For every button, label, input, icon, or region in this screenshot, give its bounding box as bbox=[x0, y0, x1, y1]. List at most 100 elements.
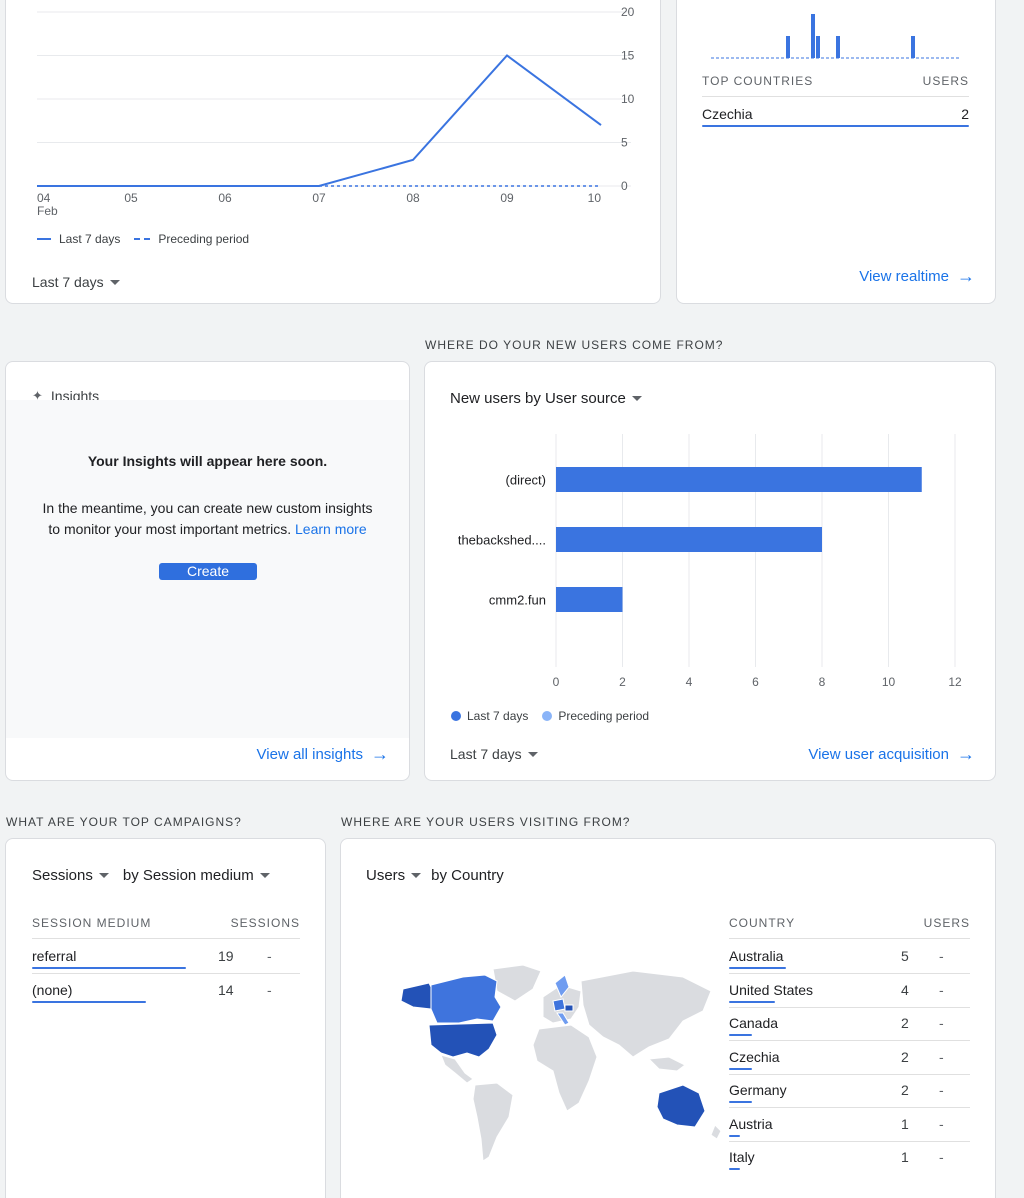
change-cell: - bbox=[939, 1115, 944, 1132]
map-alaska[interactable] bbox=[400, 982, 436, 1010]
users-metric-label: Users bbox=[366, 867, 406, 884]
legend-preceding-label: Preceding period bbox=[158, 232, 250, 246]
view-realtime-label: View realtime bbox=[859, 267, 949, 285]
map-united-states[interactable] bbox=[428, 1022, 498, 1058]
insights-empty-panel: Your Insights will appear here soon. In … bbox=[6, 400, 409, 738]
view-all-insights-link[interactable]: View all insights → bbox=[257, 745, 389, 763]
map-africa[interactable] bbox=[532, 1024, 598, 1112]
header-divider bbox=[702, 96, 969, 97]
header-divider bbox=[32, 938, 300, 939]
x-tick-label: 07 bbox=[312, 191, 326, 205]
map-germany[interactable] bbox=[552, 998, 566, 1012]
country-cell: Italy bbox=[729, 1149, 755, 1165]
legend-current-dot bbox=[451, 711, 461, 721]
period-dropdown-label: Last 7 days bbox=[32, 274, 104, 290]
row-divider bbox=[32, 973, 300, 974]
view-user-acquisition-link[interactable]: View user acquisition → bbox=[808, 745, 975, 763]
user-source-dropdown[interactable]: New users by User source bbox=[450, 390, 642, 407]
table-row[interactable]: Italy 1 - bbox=[729, 1149, 970, 1179]
insights-body-line2-text: to monitor your most important metrics. bbox=[48, 521, 292, 537]
map-new-zealand[interactable] bbox=[710, 1124, 722, 1140]
table-row[interactable]: Austria 1 - bbox=[729, 1116, 970, 1146]
bar-thebackshed[interactable] bbox=[556, 527, 822, 552]
map-czechia[interactable] bbox=[564, 1004, 574, 1012]
users-metric-dropdown[interactable]: Users bbox=[366, 867, 422, 884]
map-greenland[interactable] bbox=[492, 964, 542, 1002]
share-bar bbox=[32, 967, 186, 969]
y-tick-label: 15 bbox=[621, 49, 635, 63]
row-divider bbox=[729, 1040, 970, 1041]
x-tick-label: 4 bbox=[686, 675, 693, 689]
realtime-bar[interactable] bbox=[836, 36, 840, 58]
map-italy[interactable] bbox=[556, 1012, 570, 1026]
realtime-bar[interactable] bbox=[811, 14, 815, 58]
share-bar bbox=[729, 1067, 752, 1070]
country-cell: Germany bbox=[729, 1082, 787, 1098]
x-tick-label: 12 bbox=[948, 675, 962, 689]
map-asia[interactable] bbox=[580, 970, 712, 1058]
bar-cmm2fun[interactable] bbox=[556, 587, 623, 612]
map-south-america[interactable] bbox=[472, 1082, 514, 1162]
table-row[interactable]: (none) 14 - bbox=[32, 982, 300, 1012]
map-southeast-asia[interactable] bbox=[647, 1056, 686, 1072]
table-row[interactable]: United States 4 - bbox=[729, 982, 970, 1012]
create-insight-button[interactable]: Create bbox=[159, 563, 257, 580]
legend-preceding-label: Preceding period bbox=[558, 709, 650, 723]
col-users: USERS bbox=[922, 74, 969, 88]
insights-body-line2: to monitor your most important metrics. … bbox=[6, 519, 409, 540]
realtime-bar[interactable] bbox=[786, 36, 790, 58]
col-top-countries: TOP COUNTRIES bbox=[702, 74, 814, 88]
realtime-row[interactable]: Czechia 2 bbox=[702, 104, 969, 128]
campaigns-section-title: WHAT ARE YOUR TOP CAMPAIGNS? bbox=[6, 815, 242, 829]
world-map[interactable] bbox=[393, 961, 733, 1181]
table-row[interactable]: Australia 5 - bbox=[729, 948, 970, 978]
bar-direct[interactable] bbox=[556, 467, 922, 492]
acquisition-period-dropdown[interactable]: Last 7 days bbox=[450, 746, 538, 762]
realtime-bar[interactable] bbox=[816, 36, 820, 58]
table-row[interactable]: referral 19 - bbox=[32, 948, 300, 978]
session-medium-dropdown[interactable]: by Session medium bbox=[123, 867, 270, 884]
view-realtime-link[interactable]: View realtime → bbox=[859, 267, 975, 285]
user-source-dropdown-label: New users by User source bbox=[450, 390, 626, 407]
map-canada[interactable] bbox=[430, 974, 502, 1024]
insights-body: In the meantime, you can create new cust… bbox=[6, 498, 409, 540]
share-bar bbox=[729, 967, 786, 969]
acquisition-legend: Last 7 days Preceding period bbox=[451, 709, 649, 723]
country-cell: Canada bbox=[729, 1015, 779, 1031]
realtime-row-country: Czechia bbox=[702, 106, 753, 122]
share-bar bbox=[32, 1000, 146, 1003]
session-medium-cell: referral bbox=[32, 948, 77, 964]
col-country: COUNTRY bbox=[729, 916, 796, 930]
chevron-down-icon bbox=[411, 873, 422, 878]
users-cell: 1 bbox=[901, 1115, 909, 1132]
learn-more-link[interactable]: Learn more bbox=[295, 521, 367, 537]
share-bar bbox=[729, 1168, 741, 1170]
row-divider bbox=[729, 1073, 970, 1075]
y-tick-label: 0 bbox=[621, 179, 628, 193]
period-dropdown[interactable]: Last 7 days bbox=[32, 274, 120, 290]
map-australia[interactable] bbox=[656, 1084, 706, 1128]
legend-preceding-dot bbox=[542, 711, 553, 721]
x-sublabel: Feb bbox=[37, 204, 58, 218]
share-bar bbox=[729, 1134, 741, 1137]
x-tick-label: 6 bbox=[752, 675, 759, 689]
table-row[interactable]: Canada 2 - bbox=[729, 1015, 970, 1045]
change-cell: - bbox=[267, 948, 272, 964]
sessions-metric-dropdown[interactable]: Sessions bbox=[32, 867, 109, 884]
change-cell: - bbox=[939, 1082, 944, 1098]
map-scandinavia[interactable] bbox=[554, 974, 570, 998]
table-row[interactable]: Czechia 2 - bbox=[729, 1049, 970, 1079]
realtime-bar-chart bbox=[711, 14, 961, 59]
campaigns-dropdowns: Sessions by Session medium bbox=[32, 867, 270, 884]
x-tick-label: 10 bbox=[882, 675, 896, 689]
countries-card: Users by Country COUNTRY USER bbox=[340, 838, 996, 1198]
arrow-right-icon: → bbox=[957, 744, 975, 764]
table-row[interactable]: Germany 2 - bbox=[729, 1082, 970, 1112]
view-user-acquisition-label: View user acquisition bbox=[808, 745, 949, 763]
insights-headline: Your Insights will appear here soon. bbox=[87, 453, 328, 469]
chevron-down-icon bbox=[109, 279, 120, 285]
map-mexico[interactable] bbox=[440, 1054, 474, 1084]
users-line-chart: 20 15 10 5 0 04 05 06 07 08 09 10 Feb bbox=[36, 5, 635, 218]
insights-title: Insights bbox=[50, 388, 100, 402]
realtime-bar[interactable] bbox=[911, 36, 915, 58]
